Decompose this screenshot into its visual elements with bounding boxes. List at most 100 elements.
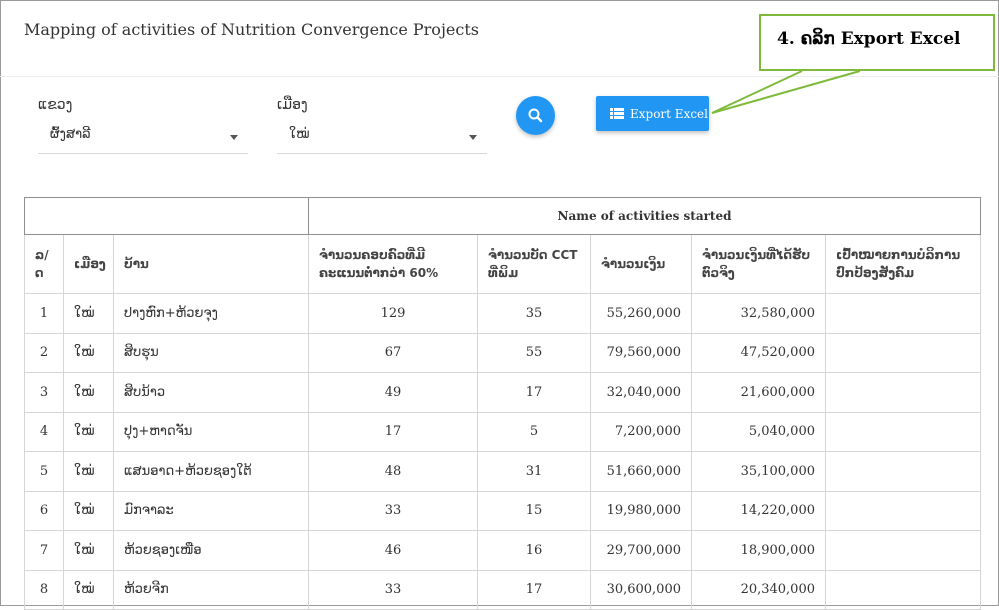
cell-no: 6 xyxy=(24,490,64,531)
cell-received: 5,040,000 xyxy=(691,411,826,452)
cell-no: 1 xyxy=(24,293,64,334)
cell-cards: 5 xyxy=(477,411,591,452)
column-header-no: ລ/ດ xyxy=(24,234,64,294)
cell-families: 48 xyxy=(308,451,478,492)
cell-village: ສິບຮຸນ xyxy=(113,332,309,373)
table-row: 1 ໃໝ່ ປາງຫົກ+ຫ້ວຍຈຸງ 129 35 55,260,000 32,580,… xyxy=(24,293,982,334)
cell-no: 3 xyxy=(24,372,64,413)
export-excel-label: Export Excel xyxy=(630,107,708,121)
cell-cards: 15 xyxy=(477,490,591,531)
cell-families: 67 xyxy=(308,332,478,373)
search-button[interactable] xyxy=(516,96,555,135)
activities-table: Name of activities started ລ/ດ ເມືອງ ບ້າ… xyxy=(24,197,982,610)
table-row: 7 ໃໝ່ ຫ້ວຍຊອງເໜືອ 46 16 29,700,000 18,900,000 xyxy=(24,530,982,571)
table-header-row: ລ/ດ ເມືອງ ບ້ານ ຈຳນວນຄອບຄົວທີ່ມີຄະແນນຕ່ຳກ… xyxy=(24,234,982,294)
cell-families: 49 xyxy=(308,372,478,413)
cell-district: ໃໝ່ xyxy=(63,411,114,452)
cell-no: 8 xyxy=(24,569,64,610)
cell-amount: 32,040,000 xyxy=(590,372,692,413)
cell-village: ປຸງ+ຫາດຈັນ xyxy=(113,411,309,452)
cell-families: 46 xyxy=(308,530,478,571)
cell-target xyxy=(824,451,982,492)
cell-cards: 35 xyxy=(477,293,591,334)
district-label: ເມືອງ xyxy=(277,97,308,113)
cell-target xyxy=(824,490,982,531)
column-header-target: ເປົ້າໝາຍການບໍລິການປົກປ້ອງສັງຄົມ xyxy=(824,234,982,294)
table-group-header-row: Name of activities started xyxy=(24,197,982,235)
cell-received: 18,900,000 xyxy=(691,530,826,571)
table-row: 3 ໃໝ່ ສິບນ້າວ 49 17 32,040,000 21,600,000 xyxy=(24,372,982,413)
cell-families: 129 xyxy=(308,293,478,334)
cell-no: 5 xyxy=(24,451,64,492)
table-group-title: Name of activities started xyxy=(307,197,982,235)
cell-target xyxy=(824,332,982,373)
cell-amount: 55,260,000 xyxy=(590,293,692,334)
cell-district: ໃໝ່ xyxy=(63,490,114,531)
cell-cards: 55 xyxy=(477,332,591,373)
cell-received: 14,220,000 xyxy=(691,490,826,531)
title-divider xyxy=(0,76,999,77)
cell-village: ມົກຈາລະ xyxy=(113,490,309,531)
export-excel-button[interactable]: Export Excel xyxy=(596,96,709,131)
cell-no: 7 xyxy=(24,530,64,571)
cell-received: 47,520,000 xyxy=(691,332,826,373)
district-select-value: ໃໝ່ xyxy=(289,127,310,142)
column-header-received: ຈຳນວນເງິນທີ່ໄດ້ຮັບຕົວຈິງ xyxy=(691,234,826,294)
cell-received: 32,580,000 xyxy=(691,293,826,334)
cell-village: ປາງຫົກ+ຫ້ວຍຈຸງ xyxy=(113,293,309,334)
column-header-cards: ຈຳນວນບັດ CCT ທີ່ພິມ xyxy=(477,234,591,294)
cell-target xyxy=(824,530,982,571)
table-list-icon xyxy=(610,108,624,119)
cell-cards: 31 xyxy=(477,451,591,492)
table-row: 5 ໃໝ່ ແສນອາດ+ຫ້ວຍຊອງໃຕ້ 48 31 51,660,000 35,10… xyxy=(24,451,982,492)
cell-district: ໃໝ່ xyxy=(63,293,114,334)
cell-village: ຫ້ວຍຊອງເໜືອ xyxy=(113,530,309,571)
table-body: 1 ໃໝ່ ປາງຫົກ+ຫ້ວຍຈຸງ 129 35 55,260,000 32,580,… xyxy=(24,293,982,610)
cell-cards: 16 xyxy=(477,530,591,571)
cell-families: 17 xyxy=(308,411,478,452)
table-row: 8 ໃໝ່ ຫ້ວຍຈີກ 33 17 30,600,000 20,340,000 xyxy=(24,569,982,610)
province-select[interactable]: ຜົ້ງສາລີ xyxy=(38,123,248,154)
table-group-spacer xyxy=(24,197,309,235)
table-row: 6 ໃໝ່ ມົກຈາລະ 33 15 19,980,000 14,220,000 xyxy=(24,490,982,531)
cell-families: 33 xyxy=(308,569,478,610)
province-label: ແຂວງ xyxy=(38,97,73,113)
column-header-amount: ຈຳນວນເງິນ xyxy=(590,234,692,294)
cell-amount: 29,700,000 xyxy=(590,530,692,571)
province-filter: ແຂວງ ຜົ້ງສາລີ xyxy=(38,97,248,154)
callout-text: 4. ຄລິກ Export Excel xyxy=(777,29,961,49)
cell-families: 33 xyxy=(308,490,478,531)
cell-village: ແສນອາດ+ຫ້ວຍຊອງໃຕ້ xyxy=(113,451,309,492)
table-row: 2 ໃໝ່ ສິບຮຸນ 67 55 79,560,000 47,520,000 xyxy=(24,332,982,373)
callout-box: 4. ຄລິກ Export Excel xyxy=(759,14,995,71)
page-title: Mapping of activities of Nutrition Conve… xyxy=(24,20,479,39)
table-row: 4 ໃໝ່ ປຸງ+ຫາດຈັນ 17 5 7,200,000 5,040,000 xyxy=(24,411,982,452)
column-header-families: ຈຳນວນຄອບຄົວທີ່ມີຄະແນນຕ່ຳກວ່າ 60% xyxy=(308,234,478,294)
cell-target xyxy=(824,372,982,413)
district-filter: ເມືອງ ໃໝ່ xyxy=(277,97,487,154)
cell-no: 4 xyxy=(24,411,64,452)
cell-district: ໃໝ່ xyxy=(63,372,114,413)
column-header-district: ເມືອງ xyxy=(63,234,114,294)
cell-amount: 51,660,000 xyxy=(590,451,692,492)
chevron-down-icon xyxy=(230,135,238,140)
cell-target xyxy=(824,569,982,610)
cell-district: ໃໝ່ xyxy=(63,530,114,571)
cell-district: ໃໝ່ xyxy=(63,332,114,373)
cell-amount: 19,980,000 xyxy=(590,490,692,531)
search-icon xyxy=(528,108,543,123)
cell-no: 2 xyxy=(24,332,64,373)
cell-district: ໃໝ່ xyxy=(63,569,114,610)
cell-received: 35,100,000 xyxy=(691,451,826,492)
cell-village: ຫ້ວຍຈີກ xyxy=(113,569,309,610)
cell-village: ສິບນ້າວ xyxy=(113,372,309,413)
cell-received: 21,600,000 xyxy=(691,372,826,413)
chevron-down-icon xyxy=(469,135,477,140)
cell-amount: 79,560,000 xyxy=(590,332,692,373)
province-select-value: ຜົ້ງສາລີ xyxy=(50,127,91,142)
cell-target xyxy=(824,411,982,452)
cell-received: 20,340,000 xyxy=(691,569,826,610)
cell-target xyxy=(824,293,982,334)
column-header-village: ບ້ານ xyxy=(113,234,309,294)
district-select[interactable]: ໃໝ່ xyxy=(277,123,487,154)
